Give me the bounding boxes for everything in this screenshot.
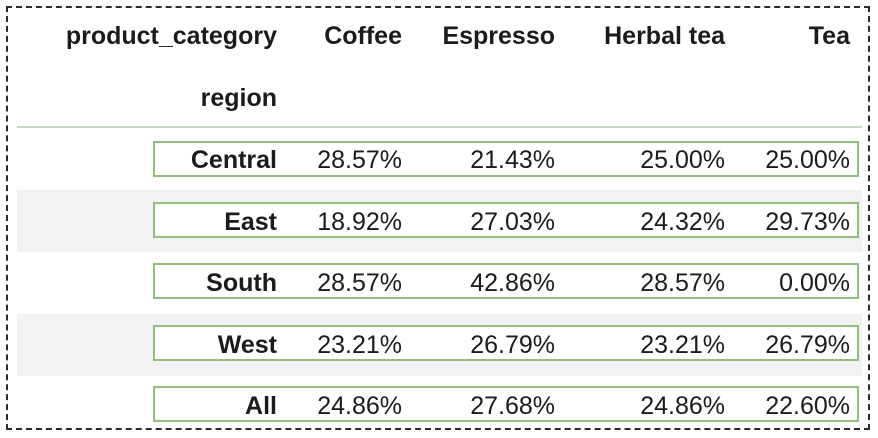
table-cell: 23.21% xyxy=(640,331,725,359)
row-highlight-box xyxy=(153,325,859,361)
table-cell: 29.73% xyxy=(765,208,850,236)
row-label: Central xyxy=(190,146,277,174)
column-header-coffee: Coffee xyxy=(324,22,402,50)
table-cell: 23.21% xyxy=(317,331,402,359)
table-cell: 28.57% xyxy=(317,146,402,174)
column-header-espresso: Espresso xyxy=(442,22,555,50)
row-label: All xyxy=(245,392,277,420)
table-cell: 24.86% xyxy=(317,392,402,420)
column-header-tea: Tea xyxy=(808,22,850,50)
table-cell: 28.57% xyxy=(317,269,402,297)
table-cell: 0.00% xyxy=(779,269,850,297)
table-cell: 28.57% xyxy=(640,269,725,297)
row-highlight-box xyxy=(153,386,859,422)
dataframe-frame xyxy=(6,6,870,430)
table-cell: 24.86% xyxy=(640,392,725,420)
row-highlight-box xyxy=(153,263,859,299)
row-highlight-box xyxy=(153,141,859,177)
table-cell: 24.32% xyxy=(640,208,725,236)
table-cell: 25.00% xyxy=(640,146,725,174)
row-label: West xyxy=(217,331,277,359)
table-cell: 21.43% xyxy=(470,146,555,174)
row-highlight-box xyxy=(153,202,859,238)
column-header-herbal-tea: Herbal tea xyxy=(604,22,725,50)
header-divider xyxy=(17,126,862,128)
table-cell: 25.00% xyxy=(765,146,850,174)
columns-axis-label: product_category xyxy=(65,22,277,50)
table-cell: 26.79% xyxy=(765,331,850,359)
row-label: South xyxy=(206,269,277,297)
table-cell: 18.92% xyxy=(317,208,402,236)
table-cell: 27.68% xyxy=(470,392,555,420)
table-cell: 26.79% xyxy=(470,331,555,359)
table-cell: 27.03% xyxy=(470,208,555,236)
index-axis-label: region xyxy=(200,84,277,112)
table-cell: 22.60% xyxy=(765,392,850,420)
table-cell: 42.86% xyxy=(470,269,555,297)
row-label: East xyxy=(224,208,277,236)
